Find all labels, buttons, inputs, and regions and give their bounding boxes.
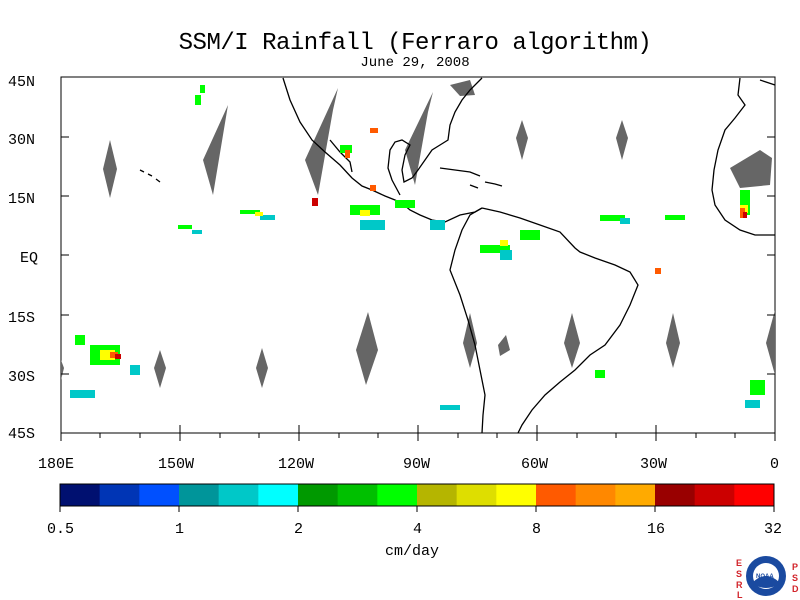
colorbar-swatch: [417, 484, 458, 506]
lat-label: 15N: [8, 191, 35, 208]
lat-label: 45N: [8, 74, 35, 91]
lon-label: 120W: [278, 456, 314, 473]
lat-label: 45S: [8, 426, 35, 443]
noaa-logo-text: NOAA: [756, 574, 774, 580]
map-title: SSM/I Rainfall (Ferraro algorithm): [178, 30, 652, 57]
colorbar-swatch: [655, 484, 696, 506]
lon-label: 30W: [640, 456, 667, 473]
psd-letter: P: [792, 562, 798, 572]
colorbar-swatch: [496, 484, 537, 506]
colorbar-tick-label: 1: [175, 521, 184, 538]
colorbar-swatch: [60, 484, 101, 506]
colorbar-swatch: [536, 484, 577, 506]
esrl-letter: S: [736, 569, 742, 579]
esrl-letter: E: [736, 558, 742, 568]
esrl-letter: L: [737, 590, 743, 600]
colorbar-swatch: [337, 484, 378, 506]
colorbar-tick-label: 32: [764, 521, 782, 538]
colorbar-tick-label: 8: [532, 521, 541, 538]
psd-letter: D: [792, 584, 799, 594]
lon-label: 60W: [521, 456, 548, 473]
noaa-logo: NOAA E S R L P S D: [736, 556, 799, 600]
lon-label: 0: [770, 456, 779, 473]
colorbar-tick-label: 0.5: [47, 521, 74, 538]
colorbar-swatch: [298, 484, 339, 506]
lon-label: 90W: [403, 456, 430, 473]
colorbar-tick-label: 16: [647, 521, 665, 538]
rainfall-clusters: [70, 85, 765, 410]
lat-label: 15S: [8, 310, 35, 327]
map-date: June 29, 2008: [360, 55, 470, 71]
colorbar-tick-label: 2: [294, 521, 303, 538]
lat-label: EQ: [20, 250, 38, 267]
esrl-letter: R: [736, 580, 743, 590]
colorbar-swatch: [575, 484, 616, 506]
colorbar-swatch: [179, 484, 220, 506]
continent-outlines: [139, 77, 776, 434]
colorbar-swatch: [139, 484, 180, 506]
lon-ticks: [60, 425, 776, 441]
colorbar-swatch: [258, 484, 299, 506]
lon-label: 150W: [158, 456, 194, 473]
colorbar-swatch: [694, 484, 735, 506]
colorbar-unit-label: cm/day: [385, 543, 439, 560]
psd-letter: S: [792, 573, 798, 583]
colorbar-tick-label: 4: [413, 521, 422, 538]
lon-label: 180E: [38, 456, 74, 473]
lat-ticks: [61, 76, 775, 434]
colorbar: [60, 484, 775, 506]
colorbar-swatch: [218, 484, 259, 506]
lat-label: 30S: [8, 369, 35, 386]
colorbar-swatch: [377, 484, 418, 506]
colorbar-swatch: [456, 484, 497, 506]
colorbar-swatch: [734, 484, 775, 506]
colorbar-swatch: [615, 484, 656, 506]
missing-data-swaths: [61, 80, 775, 388]
colorbar-swatch: [99, 484, 140, 506]
colorbar-ticks: [59, 506, 775, 512]
lat-label: 30N: [8, 132, 35, 149]
